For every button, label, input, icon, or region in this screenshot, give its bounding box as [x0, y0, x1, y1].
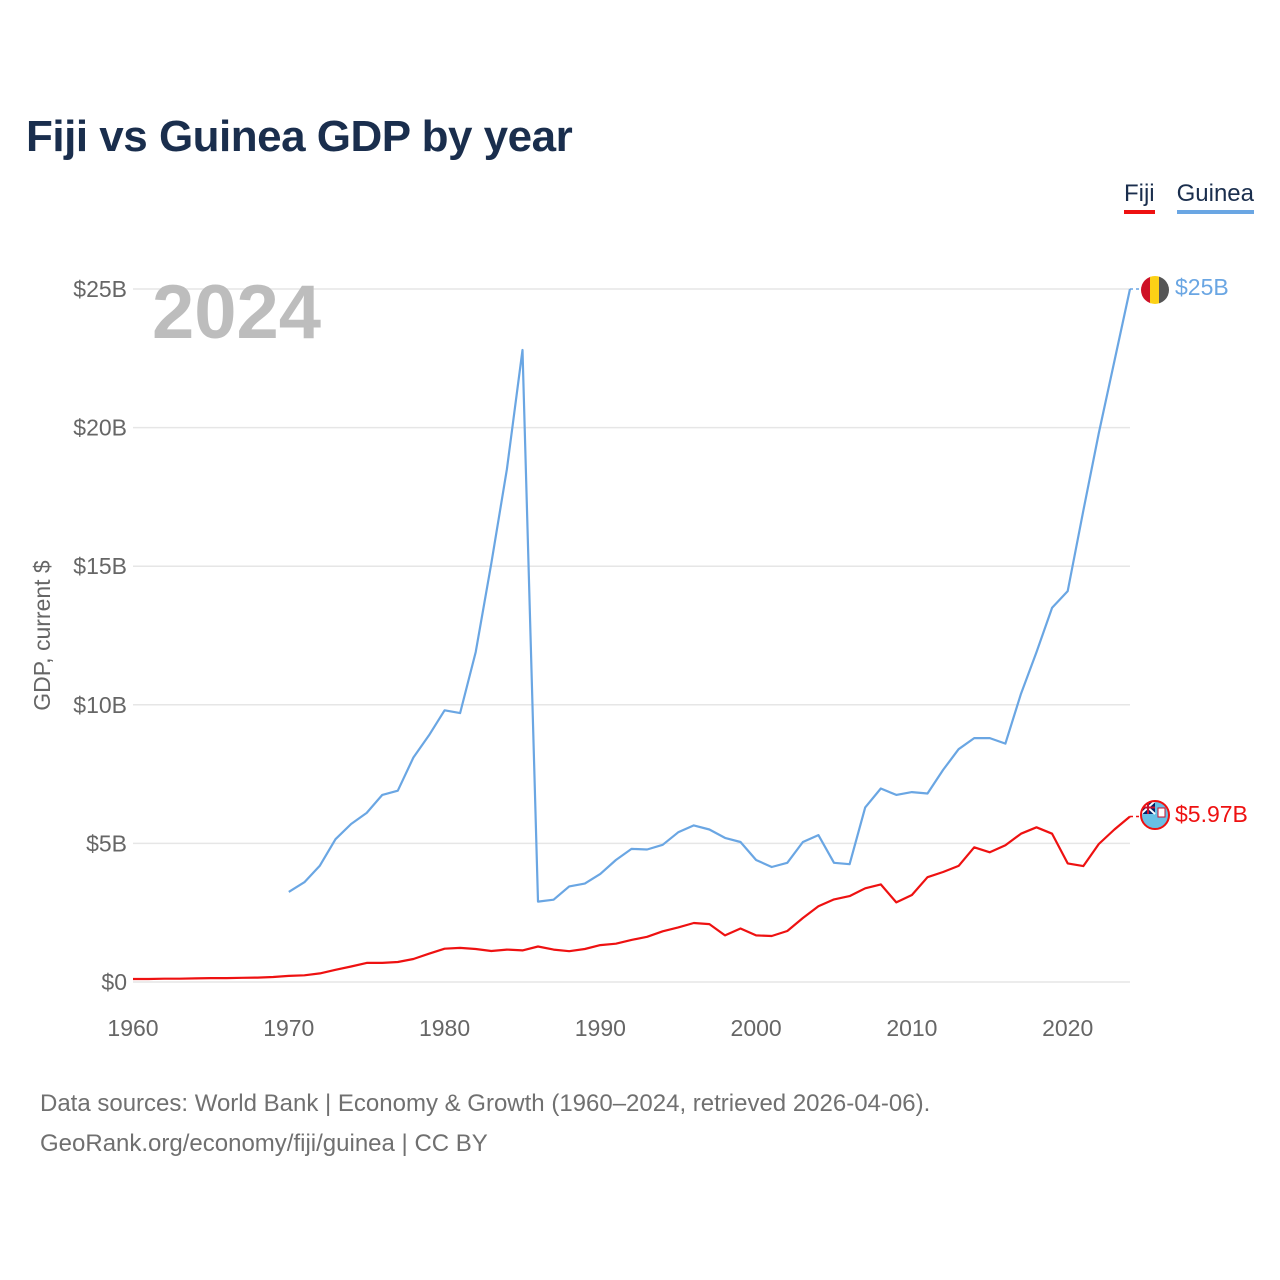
- x-tick-label-1970: 1970: [263, 1015, 314, 1041]
- source-line-2[interactable]: GeoRank.org/economy/fiji/guinea | CC BY: [40, 1130, 488, 1157]
- fiji-end-label: $5.97B: [1175, 801, 1248, 827]
- series-line-guinea: [288, 288, 1132, 903]
- x-tick-label-2000: 2000: [731, 1015, 782, 1041]
- chart-title: Fiji vs Guinea GDP by year: [26, 112, 573, 161]
- source-note: Data sources: World Bank | Economy & Gro…: [40, 1084, 930, 1164]
- y-tick-label-25: $25B: [73, 276, 127, 302]
- series-line-fiji: [133, 815, 1131, 981]
- series: [133, 288, 1141, 981]
- guinea-flag-icon: [1141, 276, 1169, 304]
- y-tick-label-20: $20B: [73, 415, 127, 441]
- y-tick-label-0: $0: [101, 969, 127, 995]
- legend-fiji[interactable]: Fiji: [1123, 180, 1155, 214]
- x-tick-label-1980: 1980: [419, 1015, 470, 1041]
- axes: $0 $5B $10B $15B $20B $25B 1960 1970 1980 1990 200…: [29, 276, 1093, 1041]
- guinea-end-label: $25B: [1175, 274, 1229, 300]
- x-tick-label-1960: 1960: [107, 1015, 158, 1041]
- y-tick-label-15: $15B: [73, 553, 127, 579]
- grid: [133, 288, 1130, 983]
- legend-guinea[interactable]: Guinea: [1176, 180, 1254, 214]
- legend: Fiji Guinea: [1123, 180, 1254, 214]
- x-tick-label-2020: 2020: [1042, 1015, 1093, 1041]
- y-tick-label-10: $10B: [73, 692, 127, 718]
- fiji-flag-icon: [1140, 800, 1170, 830]
- y-axis-title: GDP, current $: [29, 560, 55, 711]
- source-line-1: Data sources: World Bank | Economy & Gro…: [40, 1090, 931, 1117]
- year-label: 2024: [152, 270, 321, 355]
- x-tick-label-1990: 1990: [575, 1015, 626, 1041]
- x-tick-label-2010: 2010: [886, 1015, 937, 1041]
- y-tick-label-5: $5B: [86, 830, 127, 856]
